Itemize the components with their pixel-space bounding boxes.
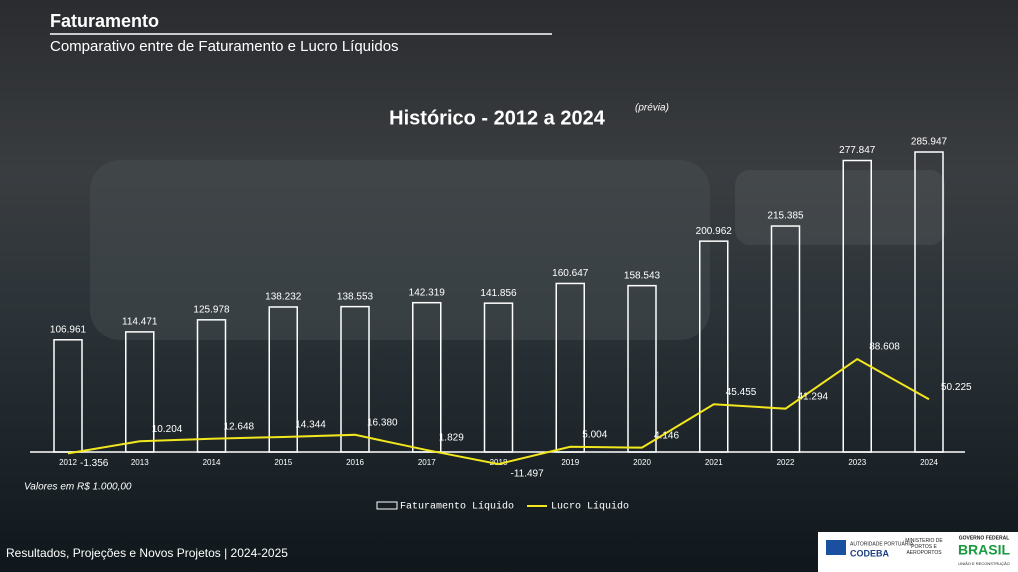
footer-text: Resultados, Projeções e Novos Projetos |… [6, 546, 288, 560]
x-tick-label: 2019 [561, 458, 579, 467]
bar [914, 151, 944, 453]
x-tick-label: 2018 [490, 458, 508, 467]
x-tick-label: 2015 [274, 458, 292, 467]
bar-value-label: 106.961 [50, 324, 87, 335]
line-value-label: -1.356 [80, 458, 109, 469]
ship-shape [90, 160, 710, 340]
chart-title-note: (prévia) [635, 103, 669, 114]
x-tick-label: 2021 [705, 458, 723, 467]
logo-text: GOVERNO FEDERAL [959, 535, 1010, 541]
line-value-label: 5.004 [582, 429, 607, 440]
x-tick-label: 2020 [633, 458, 651, 467]
x-tick-label: 2024 [920, 458, 938, 467]
bar-value-label: 138.553 [337, 291, 374, 302]
line-value-label: 4.146 [654, 430, 679, 441]
bar-value-label: 215.385 [767, 211, 804, 222]
bar [125, 331, 155, 453]
logo-text: MINISTÉRIO DE PORTOS E AEROPORTOS [905, 538, 943, 556]
line-value-label: 1.829 [439, 433, 464, 444]
line-value-label: 41.294 [798, 391, 829, 402]
logo-text: CODEBA [850, 548, 890, 558]
bar [555, 282, 585, 453]
chart-title: Histórico - 2012 a 2024 [389, 107, 606, 129]
x-tick-label: 2023 [848, 458, 866, 467]
logo-text: BRASIL [958, 542, 1011, 558]
bar-value-label: 160.647 [552, 268, 589, 279]
x-tick-label: 2022 [777, 458, 795, 467]
plot: 2012 2013 2014 2015 2016 2017 2018 2019 2020 2021… [30, 137, 972, 480]
units-note: Valores em R$ 1.000,00 [24, 482, 132, 493]
bar-value-label: 158.543 [624, 270, 661, 281]
x-tick-label: 2012 [59, 458, 77, 467]
line-value-label: 14.344 [295, 420, 326, 431]
line [67, 357, 930, 466]
x-tick-label: 2017 [418, 458, 436, 467]
bar-value-label: 114.471 [122, 317, 158, 328]
logo-box: MINISTÉRIO DE PORTOS E AEROPORTOS [905, 538, 943, 556]
line-value-label: 10.204 [152, 424, 183, 435]
logo-text: AUTORIDADE PORTUÁRIA [850, 540, 914, 547]
legend-label: Faturamento Líquido [400, 501, 514, 513]
bar [196, 319, 227, 453]
bar-value-label: 277.847 [839, 145, 876, 156]
header-subtitle: Comparativo entre de Faturamento e Lucro… [50, 38, 399, 55]
logo-icon [826, 540, 846, 555]
bar [842, 159, 872, 453]
line-value-label: 16.380 [367, 417, 398, 428]
bar-value-label: 142.319 [409, 287, 446, 298]
bar [268, 306, 298, 453]
line-value-label: 50.225 [941, 382, 972, 393]
bar-value-label: 285.947 [911, 137, 948, 148]
x-tick-label: 2016 [346, 458, 364, 467]
bar-value-label: 125.978 [193, 304, 230, 315]
bar [699, 240, 729, 453]
bar [412, 301, 442, 453]
bar [483, 302, 514, 453]
line-value-label: 88.608 [869, 342, 900, 353]
legend-swatch [376, 501, 398, 510]
line-value-label: -11.497 [511, 469, 545, 480]
logo-panel [818, 532, 1018, 572]
ship-shape [735, 170, 945, 245]
bar-value-label: 200.962 [696, 226, 733, 237]
legend-label: Lucro Líquido [551, 501, 629, 513]
line-value-label: 45.455 [726, 387, 757, 398]
logo-text: UNIÃO E RECONSTRUÇÃO [958, 561, 1010, 566]
line-value-label: 12.648 [224, 421, 255, 432]
bar [53, 339, 83, 453]
bar-value-label: 141.856 [480, 288, 517, 299]
x-tick-label: 2013 [131, 458, 149, 467]
bar [627, 284, 657, 453]
header-title: Faturamento [50, 11, 159, 31]
bar [340, 305, 370, 453]
bar-value-label: 138.232 [265, 292, 302, 303]
x-tick-label: 2014 [203, 458, 221, 467]
bar [770, 225, 801, 453]
